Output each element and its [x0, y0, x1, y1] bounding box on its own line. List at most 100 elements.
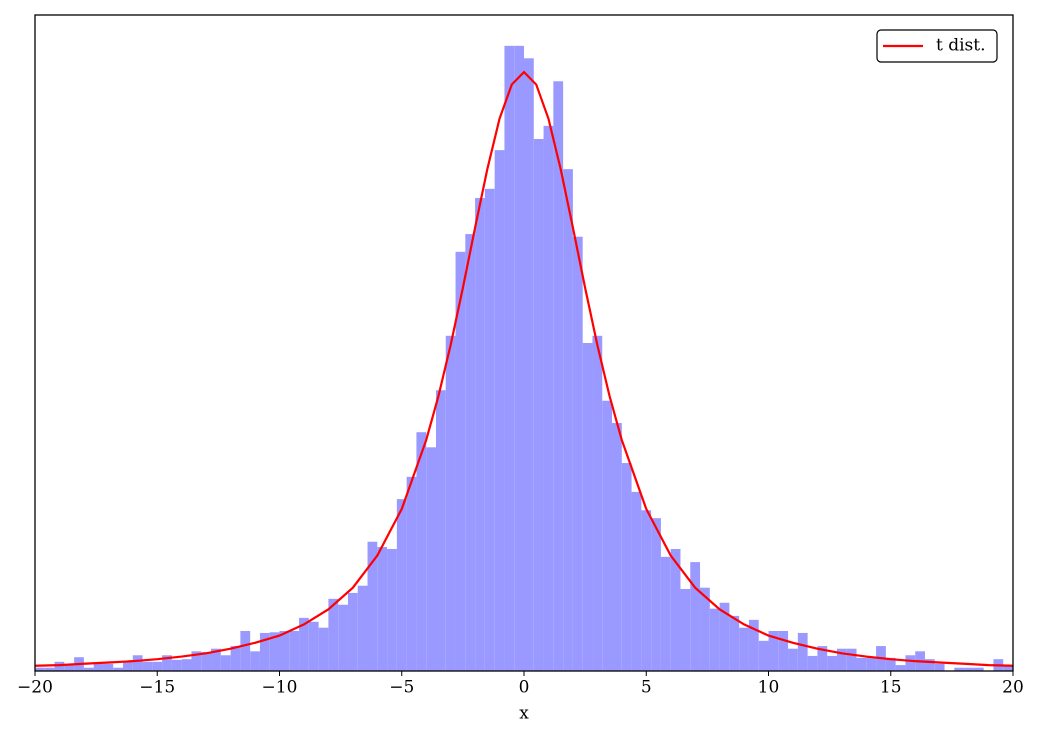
bar: [660, 556, 671, 671]
bar: [797, 632, 808, 671]
x-tick-label: −20: [17, 678, 53, 698]
x-tick-label: 5: [641, 678, 652, 698]
bar: [123, 661, 133, 671]
bar: [132, 655, 143, 671]
legend-box: [876, 29, 998, 63]
bar: [240, 630, 251, 671]
bar: [347, 592, 358, 671]
bar: [152, 661, 163, 671]
bar: [113, 667, 124, 671]
bar: [964, 667, 974, 671]
bar: [700, 587, 710, 671]
bar: [44, 667, 55, 671]
bar: [582, 343, 593, 671]
bar: [64, 663, 75, 671]
bar: [572, 236, 583, 671]
x-tick-label: 20: [1002, 678, 1024, 698]
bar: [651, 518, 661, 671]
bar: [250, 651, 260, 671]
bar: [563, 169, 573, 671]
bar: [142, 661, 153, 671]
bar: [191, 651, 202, 671]
bar: [778, 630, 789, 671]
bar: [690, 562, 701, 671]
bar: [387, 548, 397, 671]
bar: [220, 655, 231, 671]
bar: [973, 667, 984, 671]
bar: [504, 45, 515, 671]
bar: [435, 390, 446, 671]
bar: [533, 138, 544, 671]
bar: [856, 657, 867, 671]
bar: [807, 655, 818, 671]
bar: [455, 251, 466, 672]
bar: [788, 648, 798, 671]
bar: [758, 640, 769, 671]
legend: t dist.: [876, 29, 998, 63]
bar: [631, 491, 642, 671]
bar: [445, 335, 456, 671]
bar: [739, 627, 749, 671]
bar: [211, 648, 221, 671]
bar: [885, 657, 896, 671]
bar: [1003, 665, 1013, 671]
bar: [162, 655, 172, 671]
bar: [543, 125, 554, 671]
x-tick-label: −15: [139, 678, 175, 698]
lines: [34, 70, 1014, 667]
bar: [171, 659, 182, 671]
bar: [954, 667, 965, 671]
bar: [524, 58, 534, 671]
x-tick-label: 15: [880, 678, 902, 698]
bar: [338, 604, 348, 671]
bar: [621, 463, 632, 671]
bar: [670, 548, 681, 671]
bar: [817, 646, 828, 671]
bar: [201, 651, 212, 671]
bar: [230, 646, 241, 671]
legend-label: t dist.: [936, 36, 986, 56]
bar: [895, 665, 906, 671]
bar: [612, 423, 622, 671]
x-tick-label: −5: [389, 678, 414, 698]
bar: [103, 663, 114, 671]
bar: [259, 632, 270, 671]
bar: [866, 657, 877, 671]
bar: [553, 81, 564, 672]
bar: [279, 630, 290, 671]
line: [34, 70, 1014, 667]
bar: [836, 648, 847, 671]
bar: [181, 659, 192, 671]
bar: [748, 619, 759, 671]
bar: [35, 667, 45, 671]
bar: [641, 510, 652, 671]
bar: [602, 400, 613, 671]
bar: [328, 598, 339, 671]
bar: [357, 585, 368, 671]
bar: [54, 661, 65, 671]
bar: [426, 447, 436, 671]
bar: [475, 198, 485, 672]
bar: [846, 648, 857, 671]
bar: [93, 663, 104, 671]
bar: [406, 476, 417, 671]
bar: [396, 499, 407, 671]
x-tick-label: −10: [262, 678, 298, 698]
bar: [308, 621, 319, 671]
bar: [377, 547, 388, 671]
axes: −20 −15 −10 −5 0 5 10 15 20: [17, 671, 1024, 698]
bar: [299, 617, 309, 671]
x-tick-label: 10: [758, 678, 780, 698]
bar: [367, 541, 378, 671]
bar: [592, 335, 603, 671]
histogram: [35, 45, 1013, 672]
bar: [318, 627, 329, 671]
bar: [768, 630, 779, 671]
bar: [514, 45, 524, 671]
bar: [465, 234, 476, 671]
bar: [494, 150, 505, 672]
bar: [269, 632, 280, 671]
bar: [83, 667, 94, 671]
x-axis-label: x: [519, 704, 529, 724]
